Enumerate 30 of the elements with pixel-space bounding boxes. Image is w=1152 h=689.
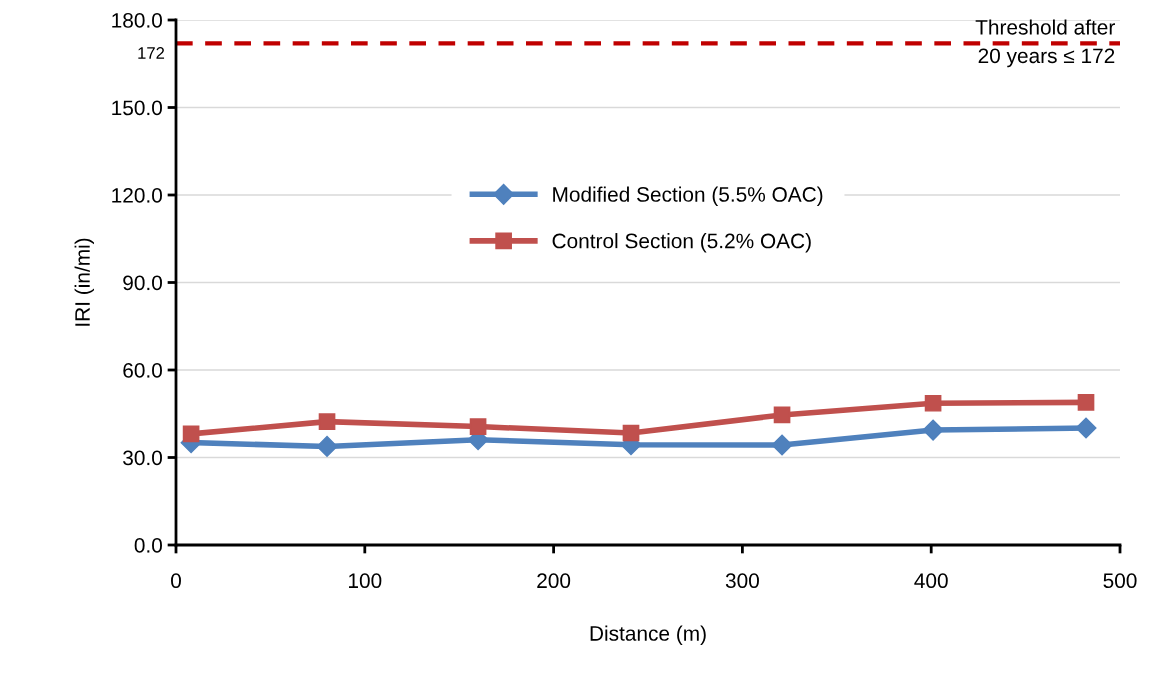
y-tick-label: 90.0 <box>123 275 162 291</box>
y-tick-label: 180.0 <box>112 13 162 28</box>
y-tick-label: 30.0 <box>123 450 162 466</box>
point <box>318 413 336 430</box>
ref-line-label: Threshold after 20 years ≤ 172 <box>975 19 1115 68</box>
point <box>771 434 793 456</box>
x-axis-title: Distance (m) <box>590 625 706 645</box>
y-tick-label: 0.0 <box>134 538 162 553</box>
x-tick-label: 0 <box>171 573 181 589</box>
legend-label: Control Section (5.2% OAC) <box>552 233 811 253</box>
point <box>1075 417 1097 439</box>
point <box>1077 394 1095 411</box>
y-axis-title: IRI (in/mi) <box>74 238 94 326</box>
point <box>622 424 640 442</box>
point <box>469 418 487 435</box>
x-tick-label: 400 <box>914 573 948 589</box>
point <box>316 435 338 457</box>
annotation: 172 <box>138 47 165 59</box>
y-tick-label: 120.0 <box>112 188 162 203</box>
y-tick-label: 60.0 <box>123 363 162 378</box>
x-tick-label: 100 <box>349 573 382 589</box>
x-tick-label: 300 <box>725 573 759 589</box>
legend-label: Modified Section (5.5% OAC) <box>553 186 823 206</box>
y-tick-label: 150.0 <box>112 100 162 116</box>
point <box>922 419 944 441</box>
point <box>924 394 942 412</box>
x-tick-label: 500 <box>1103 573 1137 589</box>
x-tick-label: 200 <box>537 573 571 589</box>
point <box>182 425 200 443</box>
point <box>773 406 791 424</box>
